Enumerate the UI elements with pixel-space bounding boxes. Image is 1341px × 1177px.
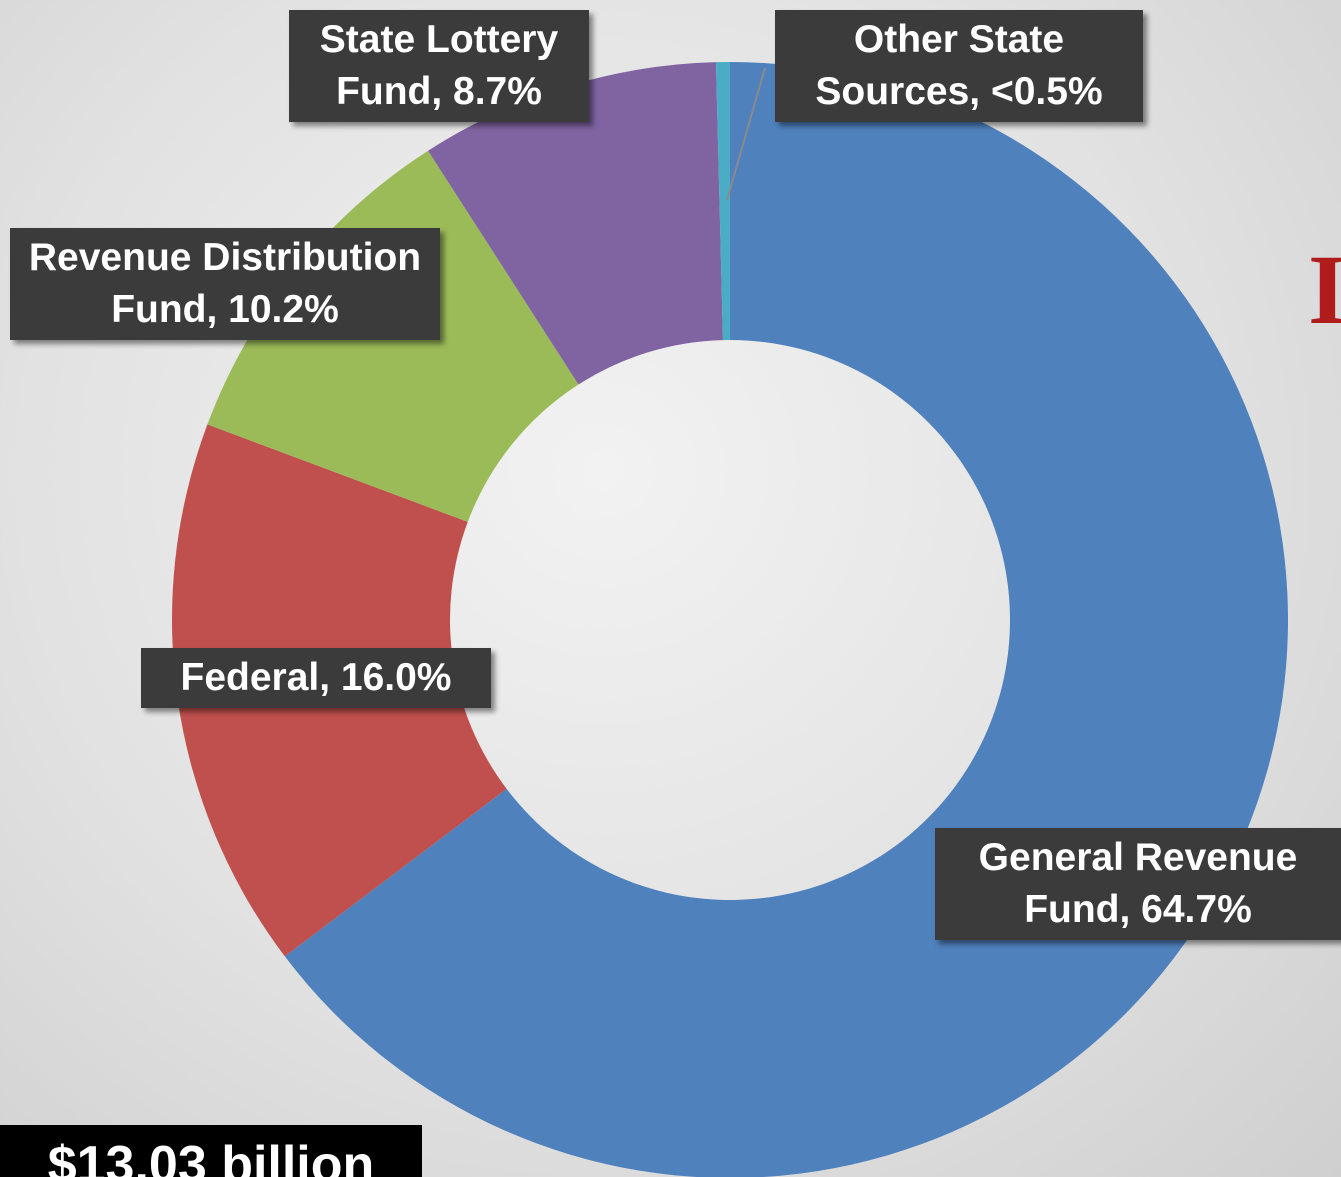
title-fragment: I	[1308, 234, 1341, 345]
donut-segment	[428, 62, 723, 385]
donut-segment	[715, 62, 730, 341]
data-label: Revenue Distribution Fund, 10.2%	[10, 228, 440, 340]
leader-line	[726, 67, 766, 201]
data-label: General Revenue Fund, 64.7%	[935, 828, 1341, 940]
total-label: $13.03 billion	[0, 1125, 422, 1177]
data-label: Other State Sources, <0.5%	[775, 10, 1143, 122]
data-label: State Lottery Fund, 8.7%	[289, 10, 589, 122]
data-label: Federal, 16.0%	[141, 648, 491, 708]
